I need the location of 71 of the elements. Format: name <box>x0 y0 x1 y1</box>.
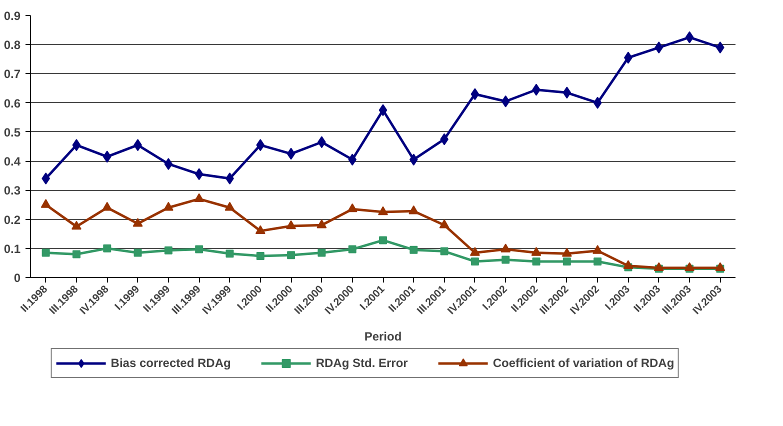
point <box>132 218 143 227</box>
point <box>470 257 479 266</box>
y-tick-label: 0.5 <box>4 125 21 140</box>
point <box>500 244 511 252</box>
point <box>287 251 296 260</box>
legend-label: RDAg Std. Error <box>316 356 408 370</box>
point <box>593 96 602 109</box>
y-tick-label: 0.6 <box>4 96 21 110</box>
point <box>226 250 234 258</box>
point <box>164 158 173 170</box>
point <box>562 248 572 257</box>
point <box>255 225 266 234</box>
point <box>684 262 695 271</box>
point <box>531 247 542 256</box>
point <box>72 250 80 258</box>
x-axis-title: Period <box>364 329 402 344</box>
y-tick-label: 0.4 <box>4 154 21 169</box>
point <box>654 42 664 54</box>
point <box>594 257 602 266</box>
point <box>409 154 418 166</box>
point <box>103 244 112 252</box>
point <box>42 248 50 257</box>
point <box>408 205 419 214</box>
point <box>348 154 357 166</box>
point <box>286 220 296 230</box>
point <box>256 252 264 260</box>
point <box>715 262 726 271</box>
point <box>256 139 265 152</box>
point <box>102 202 112 211</box>
y-tick-label: 0.2 <box>4 212 21 227</box>
point <box>71 220 82 230</box>
point <box>592 245 603 254</box>
point <box>378 104 388 116</box>
point <box>470 88 480 100</box>
point <box>224 202 235 211</box>
y-tick-label: 0 <box>14 271 21 285</box>
y-tick-label: 0.9 <box>4 9 21 23</box>
point <box>318 248 326 257</box>
y-tick-label: 0.3 <box>4 184 21 198</box>
point <box>102 150 112 163</box>
point <box>410 246 418 254</box>
point <box>348 245 356 254</box>
point <box>72 139 81 152</box>
point <box>501 95 510 108</box>
point <box>379 236 387 244</box>
point <box>470 247 480 256</box>
y-tick-label: 0.8 <box>4 38 21 52</box>
point <box>163 202 174 211</box>
point <box>439 219 450 228</box>
legend-label: Coefficient of variation of RDAg <box>492 356 674 370</box>
point <box>286 148 296 160</box>
point <box>195 245 204 254</box>
point <box>194 168 204 180</box>
point <box>40 199 51 208</box>
point <box>623 260 634 269</box>
point <box>134 248 142 257</box>
point <box>562 257 571 266</box>
point <box>532 257 540 266</box>
point <box>654 262 664 271</box>
point <box>164 246 172 254</box>
point <box>378 206 388 216</box>
legend-label: Bias corrected RDAg <box>110 356 231 370</box>
y-tick-label: 0.1 <box>4 242 21 256</box>
y-tick-label: 0.7 <box>4 67 21 82</box>
point <box>194 193 204 202</box>
point <box>316 219 327 228</box>
point <box>685 31 694 44</box>
point <box>440 247 448 256</box>
point <box>347 203 358 212</box>
point <box>502 256 510 264</box>
point <box>562 86 572 99</box>
